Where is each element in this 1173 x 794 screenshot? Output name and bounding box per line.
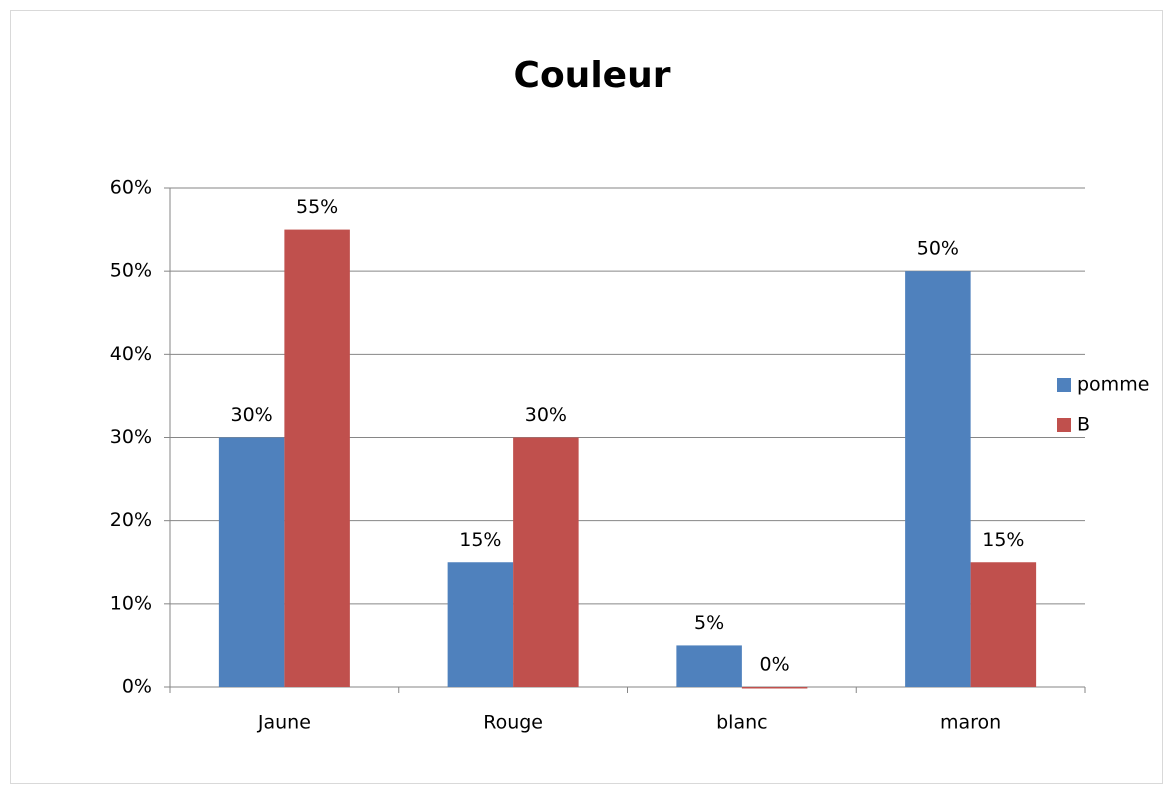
- x-tick-label: maron: [940, 712, 1001, 734]
- x-tick-label: Jaune: [257, 712, 311, 734]
- data-label: 55%: [296, 196, 338, 218]
- data-label: 15%: [459, 529, 501, 551]
- bar: [447, 562, 514, 687]
- chart-title: Couleur: [514, 55, 671, 96]
- x-tick-label: Rouge: [483, 712, 543, 734]
- bar: [905, 271, 971, 687]
- legend-label: B: [1077, 414, 1090, 436]
- data-label: 30%: [525, 404, 567, 426]
- bar: [741, 687, 808, 689]
- y-tick-label: 60%: [110, 177, 152, 199]
- data-label: 0%: [760, 654, 790, 676]
- y-tick-label: 40%: [110, 343, 152, 365]
- legend-swatch: [1057, 378, 1071, 392]
- y-tick-label: 50%: [110, 260, 152, 282]
- bar: [676, 645, 742, 687]
- legend-swatch: [1057, 418, 1071, 432]
- data-label: 30%: [231, 404, 273, 426]
- y-tick-label: 10%: [110, 592, 152, 614]
- data-label: 5%: [694, 612, 724, 634]
- legend-label: pomme: [1077, 374, 1149, 396]
- data-label: 50%: [917, 238, 959, 260]
- data-label: 15%: [982, 529, 1024, 551]
- x-tick-label: blanc: [716, 712, 767, 734]
- bar: [218, 437, 285, 687]
- y-tick-label: 20%: [110, 509, 152, 531]
- y-tick-label: 0%: [122, 676, 152, 698]
- bar: [513, 437, 579, 687]
- bar: [970, 562, 1037, 687]
- y-tick-label: 30%: [110, 426, 152, 448]
- bar: [284, 229, 350, 688]
